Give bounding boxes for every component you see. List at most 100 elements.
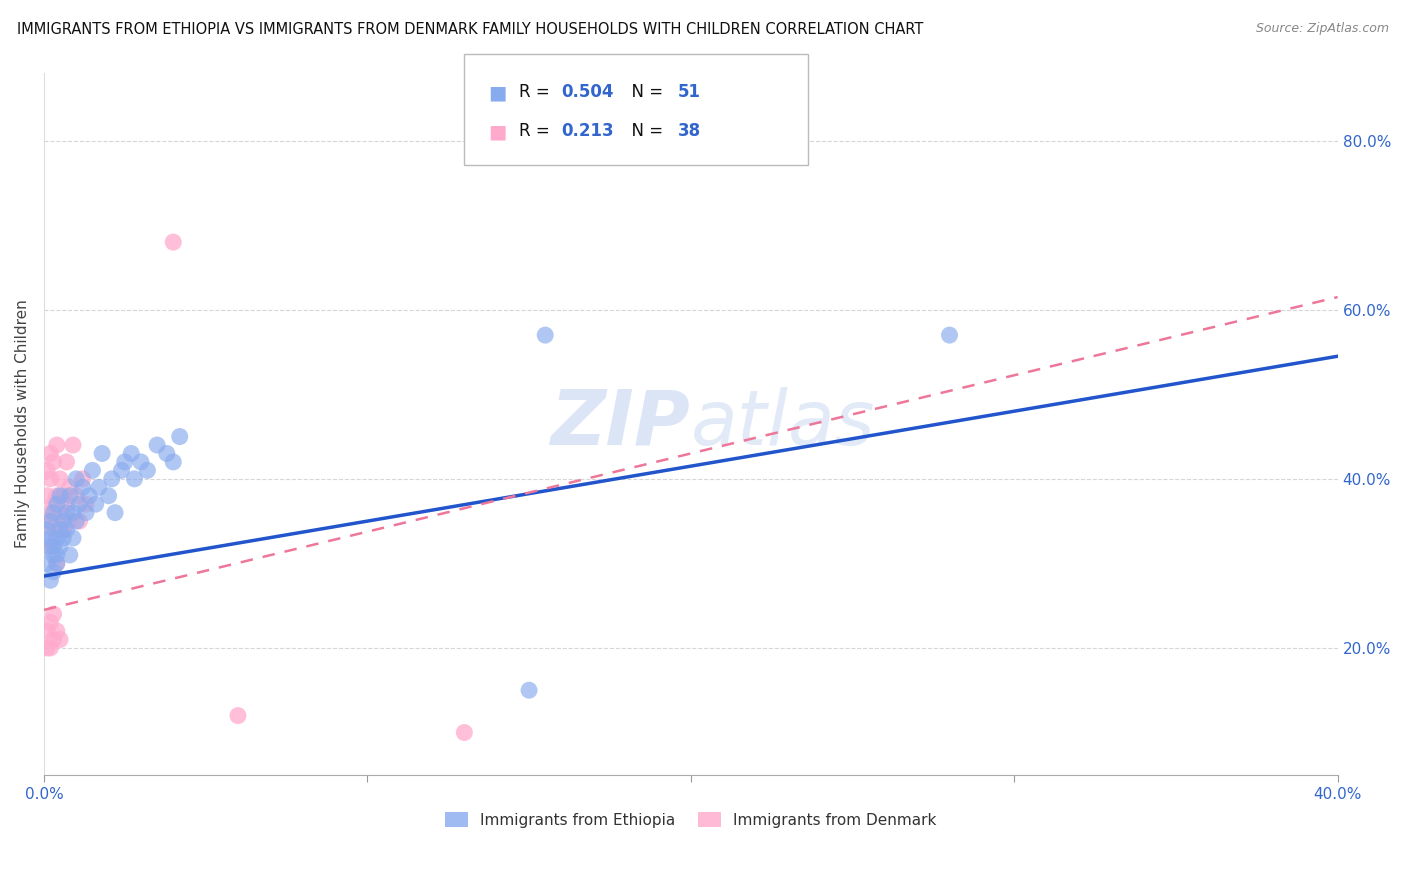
- Point: [45, 438, 67, 452]
- Point: [62, 531, 84, 545]
- Text: IMMIGRANTS FROM ETHIOPIA VS IMMIGRANTS FROM DENMARK FAMILY HOUSEHOLDS WITH CHILD: IMMIGRANTS FROM ETHIOPIA VS IMMIGRANTS F…: [17, 22, 924, 37]
- Text: R =: R =: [519, 122, 555, 140]
- Point: [37, 489, 59, 503]
- Point: [52, 523, 75, 537]
- Point: [42, 506, 65, 520]
- Point: [69, 497, 91, 511]
- Point: [65, 472, 87, 486]
- Point: [39, 615, 62, 630]
- Text: R =: R =: [519, 83, 555, 101]
- Point: [162, 455, 184, 469]
- Point: [938, 328, 960, 343]
- Point: [45, 531, 67, 545]
- Text: N =: N =: [621, 122, 669, 140]
- Point: [37, 514, 59, 528]
- Point: [55, 455, 77, 469]
- Y-axis label: Family Households with Children: Family Households with Children: [15, 300, 30, 549]
- Point: [75, 506, 97, 520]
- Text: ZIP: ZIP: [551, 387, 690, 461]
- Point: [39, 540, 62, 554]
- Text: atlas: atlas: [690, 387, 876, 461]
- Point: [37, 540, 59, 554]
- Point: [59, 514, 82, 528]
- Point: [124, 472, 146, 486]
- Point: [37, 624, 59, 638]
- Text: Source: ZipAtlas.com: Source: ZipAtlas.com: [1256, 22, 1389, 36]
- Point: [37, 640, 59, 655]
- Point: [156, 446, 179, 460]
- Point: [37, 523, 59, 537]
- Point: [49, 489, 72, 503]
- Point: [120, 446, 142, 460]
- Point: [39, 506, 62, 520]
- Point: [169, 429, 191, 443]
- Point: [52, 514, 75, 528]
- Point: [42, 548, 65, 562]
- Point: [55, 506, 77, 520]
- Point: [49, 523, 72, 537]
- Point: [87, 480, 110, 494]
- Point: [37, 463, 59, 477]
- Point: [49, 506, 72, 520]
- Point: [49, 472, 72, 486]
- Point: [55, 523, 77, 537]
- Point: [162, 235, 184, 249]
- Point: [517, 683, 540, 698]
- Text: ■: ■: [488, 122, 506, 141]
- Point: [45, 548, 67, 562]
- Point: [59, 489, 82, 503]
- Text: ■: ■: [488, 83, 506, 102]
- Point: [42, 523, 65, 537]
- Text: N =: N =: [621, 83, 669, 101]
- Point: [42, 565, 65, 579]
- Point: [39, 514, 62, 528]
- Point: [453, 725, 475, 739]
- Point: [59, 480, 82, 494]
- Point: [42, 497, 65, 511]
- Point: [146, 438, 169, 452]
- Point: [69, 514, 91, 528]
- Point: [101, 472, 124, 486]
- Point: [136, 463, 159, 477]
- Point: [62, 506, 84, 520]
- Point: [45, 497, 67, 511]
- Point: [91, 446, 114, 460]
- Point: [39, 446, 62, 460]
- Point: [65, 514, 87, 528]
- Point: [42, 607, 65, 621]
- Point: [59, 548, 82, 562]
- Point: [110, 463, 132, 477]
- Point: [226, 708, 249, 723]
- Point: [97, 489, 120, 503]
- Legend: Immigrants from Ethiopia, Immigrants from Denmark: Immigrants from Ethiopia, Immigrants fro…: [439, 805, 943, 834]
- Point: [42, 632, 65, 647]
- Point: [45, 489, 67, 503]
- Point: [49, 632, 72, 647]
- Point: [45, 514, 67, 528]
- Point: [42, 540, 65, 554]
- Point: [45, 557, 67, 571]
- Point: [42, 455, 65, 469]
- Point: [114, 455, 136, 469]
- Text: 51: 51: [678, 83, 700, 101]
- Point: [534, 328, 557, 343]
- Point: [52, 489, 75, 503]
- Point: [84, 497, 107, 511]
- Point: [82, 463, 104, 477]
- Point: [55, 497, 77, 511]
- Point: [65, 489, 87, 503]
- Point: [77, 489, 100, 503]
- Point: [45, 557, 67, 571]
- Text: 0.504: 0.504: [561, 83, 613, 101]
- Point: [75, 497, 97, 511]
- Text: 38: 38: [678, 122, 700, 140]
- Point: [39, 574, 62, 588]
- Point: [62, 438, 84, 452]
- Point: [52, 531, 75, 545]
- Point: [72, 472, 94, 486]
- Point: [39, 472, 62, 486]
- Point: [45, 624, 67, 638]
- Point: [39, 640, 62, 655]
- Point: [104, 506, 127, 520]
- Point: [49, 540, 72, 554]
